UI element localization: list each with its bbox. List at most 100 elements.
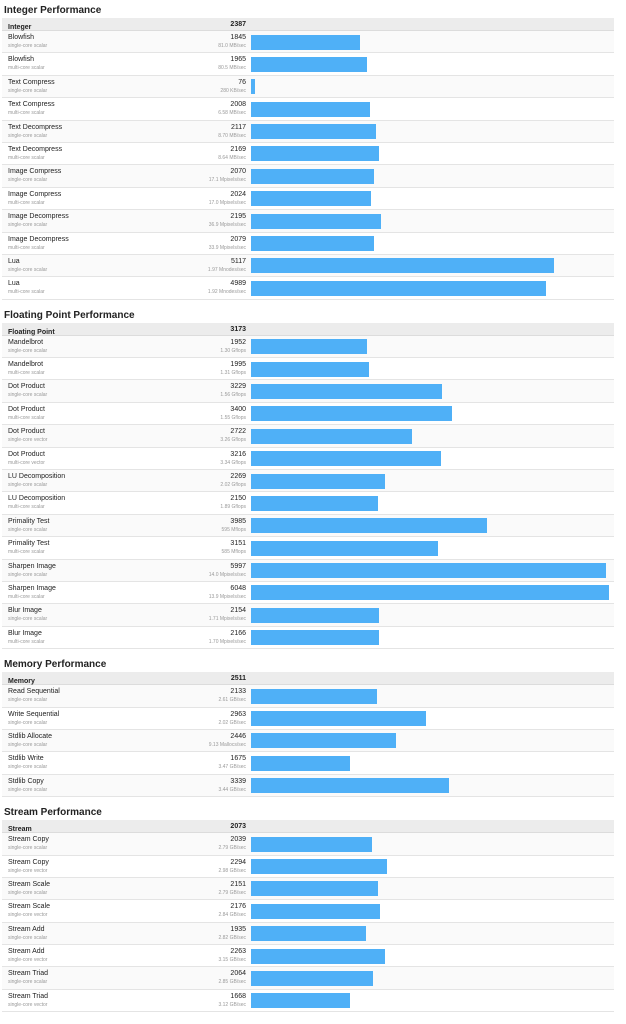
score-bar bbox=[251, 56, 368, 72]
test-rate: 17.0 Mpixels/sec bbox=[208, 199, 246, 206]
score-bar bbox=[251, 926, 366, 942]
test-name: Mandelbrot bbox=[8, 361, 44, 369]
test-name: Image Decompress bbox=[8, 235, 69, 243]
test-name: Text Decompress bbox=[8, 123, 63, 131]
result-row: Primality Test single-core scalar 3985 595 … bbox=[2, 514, 614, 538]
header-score: 2387 bbox=[230, 21, 246, 28]
score-bar bbox=[251, 607, 379, 623]
test-name: Primality Test bbox=[8, 540, 50, 548]
test-score: 2150 bbox=[230, 495, 246, 503]
score-bar bbox=[251, 540, 438, 556]
score-bar bbox=[251, 778, 449, 794]
test-score: 3229 bbox=[230, 383, 246, 391]
test-score: 1935 bbox=[230, 925, 246, 933]
score-bar bbox=[251, 79, 256, 95]
test-name: Text Compress bbox=[8, 78, 55, 86]
test-name: Stdlib Copy bbox=[8, 777, 44, 785]
test-name: Stream Scale bbox=[8, 880, 51, 888]
result-row: Dot Product multi-core vector 3216 3.34 Gfl… bbox=[2, 448, 614, 471]
result-row: Image Decompress single-core scalar 2195 36… bbox=[2, 210, 614, 233]
test-name: Read Sequential bbox=[8, 688, 60, 696]
result-row: Mandelbrot single-core scalar 1952 1.30 Gfl… bbox=[2, 335, 614, 359]
test-mode: multi-core vector bbox=[8, 459, 45, 466]
test-score: 3339 bbox=[230, 777, 246, 785]
test-name: Stream Triad bbox=[8, 970, 49, 978]
test-mode: multi-core scalar bbox=[8, 638, 45, 645]
test-score: 1965 bbox=[230, 56, 246, 64]
result-row: Primality Test multi-core scalar 3151 585 M… bbox=[2, 537, 614, 560]
test-score: 2151 bbox=[230, 880, 246, 888]
test-rate: 1.92 Mnodes/sec bbox=[207, 289, 246, 296]
test-rate: 1.70 Mpixels/sec bbox=[208, 638, 246, 645]
score-bar bbox=[251, 836, 372, 852]
test-name: Sharpen Image bbox=[8, 584, 56, 592]
test-mode: multi-core scalar bbox=[8, 65, 45, 72]
test-rate: 1.71 Mpixels/sec bbox=[208, 616, 246, 623]
score-bar bbox=[251, 755, 351, 771]
test-rate: 3.26 Gflops bbox=[220, 437, 246, 444]
test-mode: single-core scalar bbox=[8, 764, 48, 771]
result-row: Dot Product single-core scalar 3229 1.56 Gf… bbox=[2, 380, 614, 403]
score-bar bbox=[251, 146, 380, 162]
result-list: Read Sequential single-core scalar 2133 2.6… bbox=[0, 685, 626, 798]
score-bar bbox=[251, 339, 367, 355]
test-rate: 3.12 GB/sec bbox=[218, 1001, 246, 1008]
section-header: Stream 2073 bbox=[2, 820, 614, 834]
score-bar bbox=[251, 903, 380, 919]
test-rate: 9.13 Mallocs/sec bbox=[208, 741, 246, 748]
result-row: Blur Image single-core scalar 2154 1.71 Mpi… bbox=[2, 604, 614, 627]
test-mode: single-core vector bbox=[8, 867, 48, 874]
section-header: Floating Point 3173 bbox=[2, 322, 614, 336]
test-rate: 595 Mflops bbox=[221, 526, 246, 533]
score-bar bbox=[251, 859, 387, 874]
score-bar bbox=[251, 168, 374, 184]
test-mode: single-core scalar bbox=[8, 347, 48, 354]
score-bar bbox=[251, 993, 350, 1009]
test-mode: multi-core scalar bbox=[8, 110, 45, 117]
test-score: 4989 bbox=[230, 280, 246, 288]
result-row: Image Compress multi-core scalar 2024 17.0 … bbox=[2, 188, 614, 211]
result-row: Text Compress single-core scalar 76 280 KB/… bbox=[2, 75, 614, 99]
result-row: Dot Product multi-core scalar 3400 1.55 Gfl… bbox=[2, 403, 614, 426]
test-name: Dot Product bbox=[8, 383, 45, 391]
test-score: 1668 bbox=[230, 992, 246, 1000]
test-mode: multi-core scalar bbox=[8, 154, 45, 161]
test-mode: single-core scalar bbox=[8, 889, 48, 896]
score-bar bbox=[251, 495, 379, 511]
test-name: Lua bbox=[8, 280, 20, 288]
section-title: Stream Performance bbox=[4, 807, 102, 819]
score-bar bbox=[251, 451, 442, 467]
result-row: Read Sequential single-core scalar 2133 2.6… bbox=[2, 685, 614, 708]
test-rate: 14.0 Mpixels/sec bbox=[208, 571, 246, 578]
test-name: Blowfish bbox=[8, 34, 35, 41]
score-bar bbox=[251, 280, 547, 296]
result-row: Lua multi-core scalar 4989 1.92 Mnodes/sec bbox=[2, 277, 614, 300]
result-row: Stream Scale single-core scalar 2151 2.79 G… bbox=[2, 877, 614, 901]
test-score: 2024 bbox=[230, 190, 246, 198]
test-score: 2722 bbox=[230, 428, 246, 436]
score-bar bbox=[251, 124, 377, 140]
score-bar bbox=[251, 383, 443, 399]
test-mode: multi-core scalar bbox=[8, 549, 45, 556]
test-name: Text Compress bbox=[8, 101, 55, 109]
result-row: Dot Product single-core vector 2722 3.26 Gf… bbox=[2, 425, 614, 448]
test-rate: 3.44 GB/sec bbox=[218, 786, 246, 793]
result-row: Sharpen Image multi-core scalar 6048 13.9 M… bbox=[2, 582, 614, 605]
test-rate: 280 KB/sec bbox=[220, 87, 246, 94]
test-score: 76 bbox=[238, 78, 246, 86]
test-name: Lua bbox=[8, 257, 20, 265]
test-score: 2117 bbox=[230, 123, 246, 131]
test-name: Stdlib Write bbox=[8, 755, 44, 763]
test-mode: single-core scalar bbox=[8, 845, 48, 852]
score-bar bbox=[251, 428, 413, 444]
test-rate: 2.02 Gflops bbox=[220, 482, 246, 489]
test-rate: 81.0 MB/sec bbox=[218, 43, 246, 49]
test-rate: 2.61 GB/sec bbox=[218, 697, 246, 704]
result-row: Sharpen Image single-core scalar 5997 14.0 … bbox=[2, 559, 614, 582]
result-row: Stream Triad single-core vector 1668 3.12 G… bbox=[2, 990, 614, 1013]
header-name: Floating Point bbox=[8, 328, 55, 336]
test-score: 3151 bbox=[230, 540, 246, 548]
test-mode: single-core scalar bbox=[8, 482, 48, 489]
test-mode: multi-core scalar bbox=[8, 414, 45, 421]
